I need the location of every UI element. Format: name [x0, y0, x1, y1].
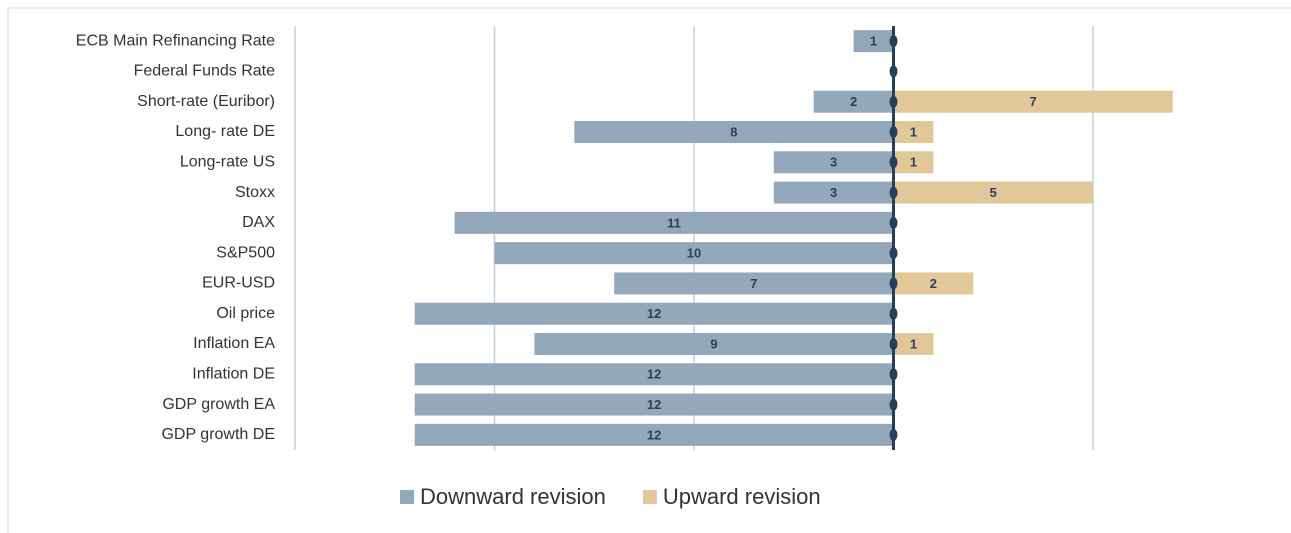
zero-marker — [889, 277, 898, 290]
category-label: GDP growth DE — [161, 426, 275, 443]
bar — [893, 121, 934, 143]
value-label: 2 — [850, 94, 857, 109]
value-label: 1 — [870, 34, 877, 49]
zero-marker — [889, 398, 898, 411]
category-label: Stoxx — [235, 184, 275, 201]
zero-marker — [889, 338, 898, 350]
zero-marker — [889, 247, 898, 260]
bar — [454, 211, 894, 234]
bar — [534, 333, 894, 355]
bar — [893, 272, 974, 295]
category-label: Inflation EA — [193, 335, 275, 352]
bar — [414, 423, 894, 446]
zero-marker — [889, 95, 898, 108]
category-label: EUR-USD — [202, 275, 275, 292]
bar — [813, 90, 894, 113]
bar — [853, 30, 894, 53]
zero-marker — [889, 428, 898, 441]
category-label: Inflation DE — [192, 366, 275, 383]
value-label: 7 — [750, 276, 757, 291]
zero-marker — [889, 126, 898, 138]
zero-marker — [889, 156, 898, 169]
bar — [773, 151, 894, 174]
value-label: 1 — [910, 336, 917, 351]
category-label: Federal Funds Rate — [134, 63, 276, 80]
category-label: Long- rate DE — [175, 123, 275, 140]
legend-label: Upward revision — [663, 484, 821, 509]
value-label: 5 — [990, 185, 997, 200]
value-label: 1 — [910, 155, 917, 170]
category-label: ECB Main Refinancing Rate — [76, 32, 275, 49]
value-label: 8 — [730, 124, 737, 139]
zero-marker — [889, 216, 898, 229]
category-label: Long-rate US — [180, 154, 275, 171]
bar — [414, 363, 894, 386]
value-label: 12 — [647, 427, 661, 442]
value-label: 1 — [910, 124, 917, 139]
category-label: DAX — [242, 214, 275, 231]
bar — [893, 181, 1093, 204]
value-label: 9 — [710, 336, 717, 351]
value-label: 2 — [930, 276, 937, 291]
value-label: 12 — [647, 397, 661, 412]
legend-label: Downward revision — [420, 484, 606, 509]
bar — [574, 121, 894, 143]
value-label: 11 — [667, 215, 681, 230]
value-label: 12 — [647, 367, 661, 382]
category-label: Oil price — [216, 305, 275, 322]
category-label: S&P500 — [216, 244, 275, 261]
bar — [414, 302, 894, 325]
bar — [773, 181, 894, 204]
value-label: 12 — [647, 306, 661, 321]
value-label: 7 — [1030, 94, 1037, 109]
value-label: 10 — [687, 246, 701, 261]
bar — [893, 90, 1173, 113]
bar — [893, 151, 934, 174]
legend-swatch — [642, 490, 657, 504]
zero-marker — [889, 307, 898, 320]
category-label: Short-rate (Euribor) — [137, 93, 275, 110]
zero-marker — [889, 186, 898, 199]
zero-marker — [889, 65, 898, 78]
bar — [893, 333, 934, 355]
zero-marker — [889, 368, 898, 381]
bar — [414, 393, 894, 416]
bar — [614, 272, 894, 295]
bar — [494, 242, 894, 265]
legend-swatch — [400, 490, 414, 504]
value-label: 3 — [830, 155, 837, 170]
value-label: 3 — [830, 185, 837, 200]
zero-marker — [889, 35, 898, 48]
category-label: GDP growth EA — [162, 396, 275, 413]
